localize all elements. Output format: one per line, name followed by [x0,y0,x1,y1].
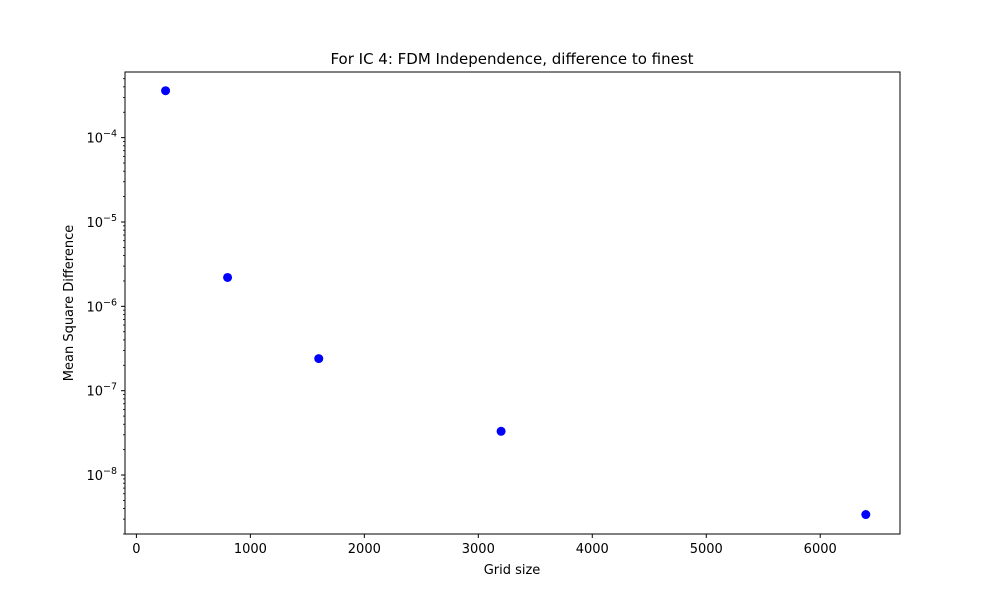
plot-area [124,71,901,535]
data-point [223,272,233,282]
y-tick-label: 10−8 [86,466,117,484]
data-point [861,510,871,520]
y-tick-label: 10−7 [86,382,117,400]
y-tick-label: 10−5 [86,213,117,231]
x-tick-label: 6000 [804,542,837,557]
y-tick-label: 10−6 [86,297,117,315]
data-point [314,354,324,364]
x-tick-label: 1000 [234,542,267,557]
y-tick-label: 10−4 [86,129,117,147]
x-tick-label: 0 [132,542,140,557]
x-tick-label: 3000 [462,542,495,557]
x-tick-label: 5000 [690,542,723,557]
x-tick-label: 2000 [348,542,381,557]
x-tick-label: 4000 [576,542,609,557]
x-axis-label: Grid size [484,563,541,578]
data-points [161,86,871,520]
data-point [496,426,506,436]
data-point [161,86,171,96]
y-axis-label: Mean Square Difference [62,225,77,381]
x-axis: 0 1000 2000 3000 4000 5000 6000 [132,534,837,557]
y-axis: 10−8 10−7 10−6 10−5 10−4 [86,78,125,535]
plot-frame [124,71,901,535]
chart-title: For IC 4: FDM Independence, difference t… [330,50,693,68]
